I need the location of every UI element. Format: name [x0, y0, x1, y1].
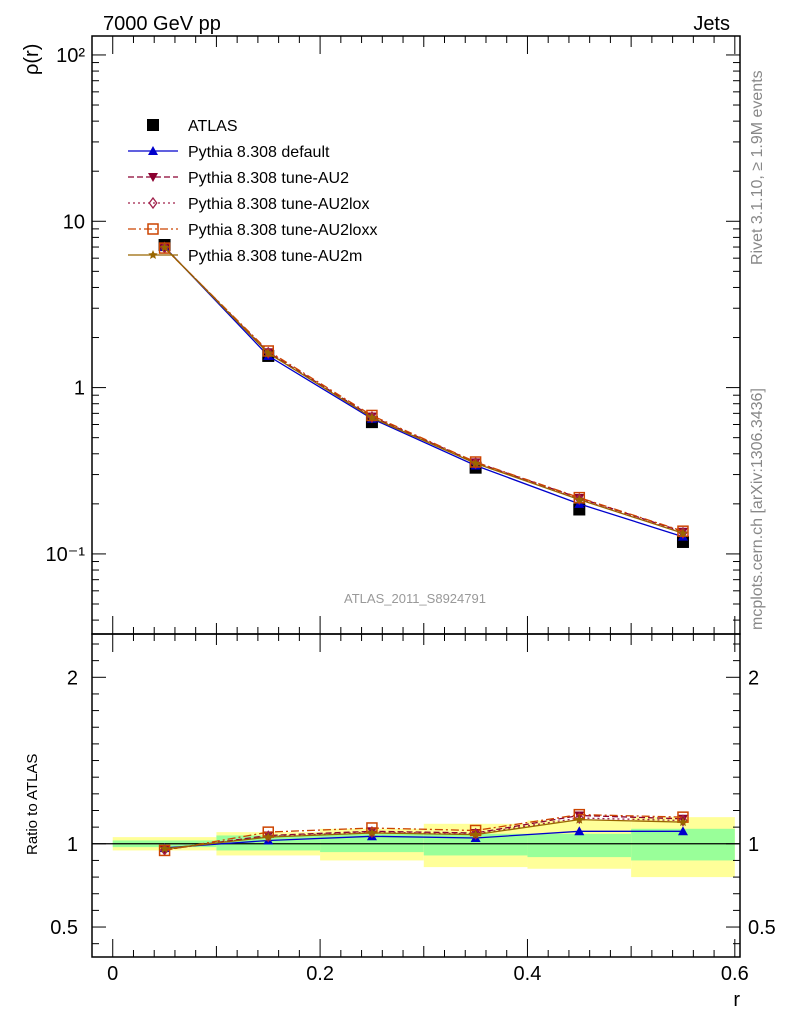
ratio-data-point: [678, 814, 688, 827]
stat-uncertainty-band: [527, 833, 632, 858]
legend-marker: [148, 146, 158, 155]
ratio-data-point: [263, 832, 274, 842]
ratio-y-label: Ratio to ATLAS: [24, 754, 41, 855]
legend-entry: Pythia 8.308 tune-AU2lox: [188, 196, 369, 213]
main-series-line: [164, 246, 684, 538]
ratio-y-tick-label-right: 0.5: [748, 917, 776, 939]
x-tick-label: 0: [107, 963, 118, 985]
legend-entry: Pythia 8.308 tune-AU2: [188, 170, 349, 187]
header-right: Jets: [693, 13, 730, 35]
header-left: 7000 GeV pp: [103, 13, 221, 35]
main-y-tick-label: 10⁻¹: [46, 544, 86, 566]
legend-marker: [148, 196, 158, 210]
main-data-point: [367, 412, 377, 422]
ratio-data-point: [159, 843, 170, 853]
ratio-series-line: [164, 830, 683, 849]
watermark: ATLAS_2011_S8924791: [344, 591, 486, 606]
main-data-point: [678, 526, 688, 539]
legend-marker: [148, 250, 158, 260]
main-data-point: [263, 348, 274, 358]
ratio-data-point: [367, 826, 377, 839]
legend-marker: [147, 119, 159, 131]
side-text-top: Rivet 3.1.10, ≥ 1.9M events: [749, 70, 766, 265]
main-series-line: [164, 247, 684, 534]
ratio-series-line: [164, 817, 684, 851]
ratio-series-line: [164, 818, 684, 850]
main-data-point: [159, 242, 170, 252]
x-tick-label: 0.6: [721, 963, 749, 985]
main-data-point: [678, 528, 688, 538]
main-y-tick-label: 1: [74, 378, 85, 400]
stat-uncertainty-band: [320, 833, 424, 853]
x-tick-label: 0.2: [306, 963, 334, 985]
ratio-series-line: [164, 813, 684, 852]
side-text-bottom: mcplots.cern.ch [arXiv:1306.3436]: [749, 388, 766, 630]
ratio-y-tick-label-right: 2: [748, 667, 759, 689]
ratio-data-point: [574, 826, 585, 836]
ratio-data-point: [678, 817, 688, 827]
main-y-tick-label: 10: [63, 211, 85, 233]
ratio-panel-frame: [91, 633, 741, 958]
ratio-data-point: [574, 814, 585, 824]
main-data-point: [366, 409, 378, 422]
legend-entry: Pythia 8.308 tune-AU2m: [188, 248, 362, 265]
ratio-series-line: [164, 814, 684, 851]
main-data-point: [469, 456, 482, 468]
main-data-point: [574, 494, 585, 504]
ratio-data-point: [677, 826, 688, 836]
ratio-data-point: [367, 827, 377, 838]
legend-marker: [147, 223, 159, 235]
legend-entry: Pythia 8.308 tune-AU2loxx: [188, 222, 377, 239]
main-y-tick-label: 10²: [56, 45, 85, 67]
legend-entry: ATLAS: [188, 118, 238, 135]
x-tick-label: 0.4: [514, 963, 542, 985]
main-series-line: [164, 247, 684, 532]
ratio-y-tick-label-right: 1: [748, 834, 759, 856]
ratio-y-tick-label: 2: [67, 667, 78, 689]
ratio-data-point: [263, 830, 273, 843]
ratio-data-point: [574, 811, 584, 825]
legend-entry: Pythia 8.308 default: [188, 144, 330, 161]
ratio-y-tick-label: 0.5: [50, 917, 78, 939]
main-data-point: [470, 458, 481, 468]
main-data-point: [262, 345, 275, 357]
main-y-label: ρ(r): [21, 44, 43, 75]
x-axis-label: r: [733, 989, 740, 1011]
ratio-y-tick-label: 1: [67, 834, 78, 856]
main-data-point: [574, 492, 584, 506]
ratio-data-point: [470, 829, 481, 839]
main-series-line: [164, 247, 684, 533]
stat-uncertainty-band: [423, 833, 528, 856]
legend-marker: [148, 173, 158, 182]
ratio-data-point: [471, 827, 481, 840]
main-series-line: [164, 247, 684, 534]
